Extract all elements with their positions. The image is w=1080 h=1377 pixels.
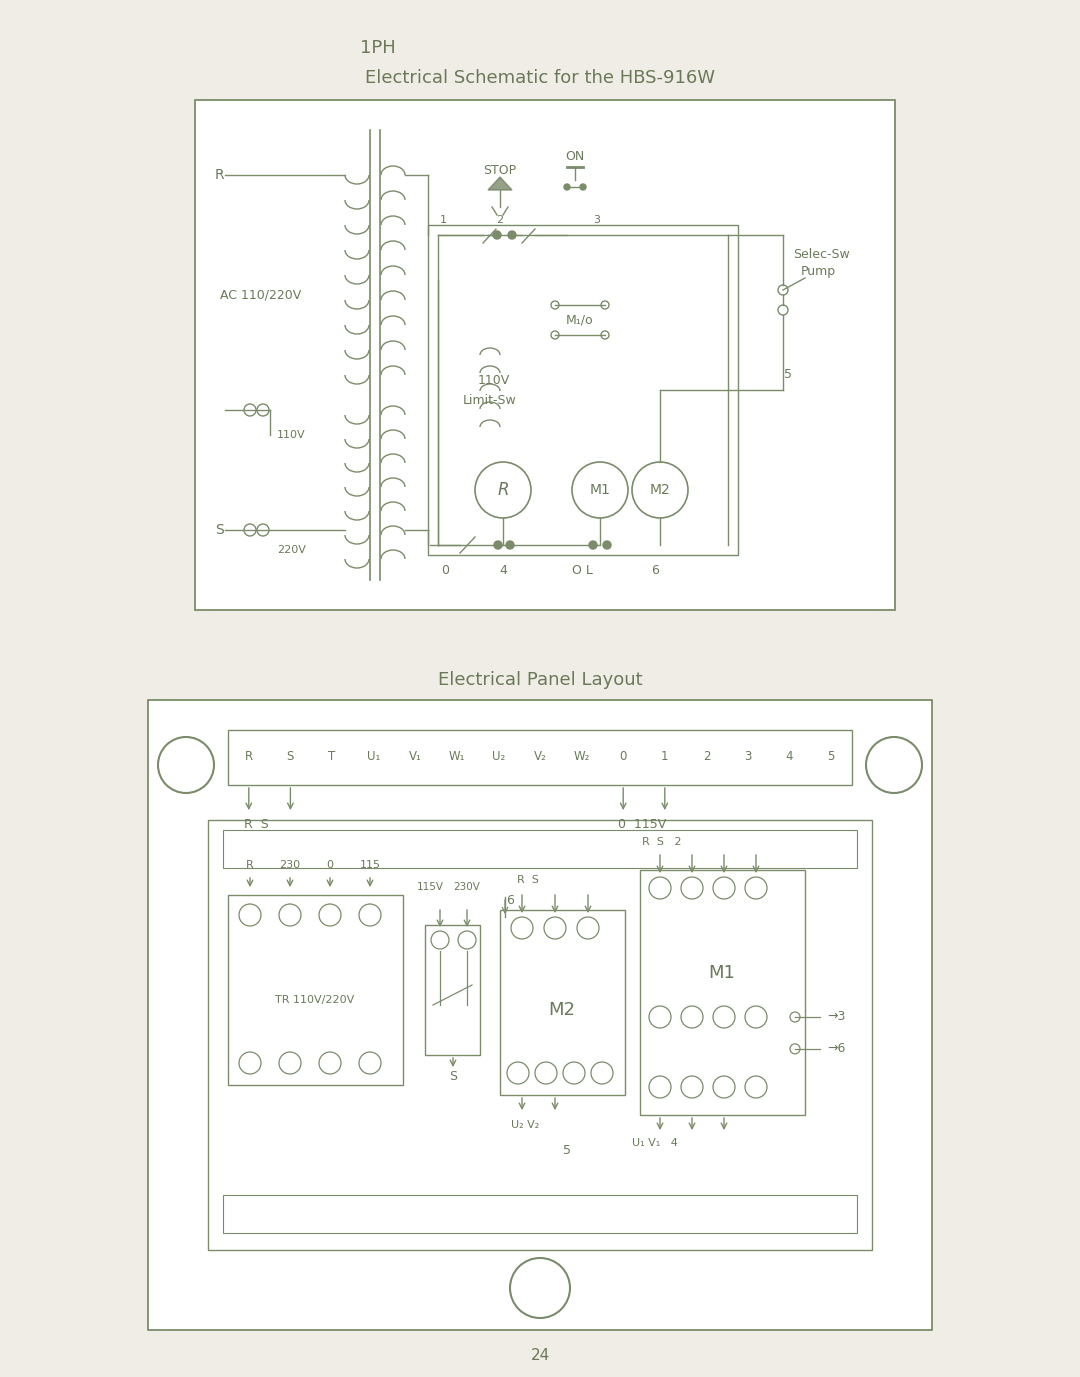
Text: Selec-Sw: Selec-Sw (793, 248, 850, 262)
Bar (228, 730, 852, 785)
Bar (640, 870, 805, 1115)
Text: 0: 0 (620, 750, 626, 763)
Text: 3: 3 (744, 750, 752, 763)
Text: STOP: STOP (484, 164, 516, 176)
Text: 115V: 115V (417, 883, 444, 892)
Text: S: S (449, 1070, 457, 1084)
Circle shape (603, 541, 611, 549)
Bar (228, 895, 403, 1085)
Text: R  S   2: R S 2 (643, 837, 681, 847)
Text: R: R (245, 750, 253, 763)
Text: R: R (497, 481, 509, 498)
Text: 5: 5 (563, 1143, 571, 1157)
Text: 0: 0 (441, 563, 449, 577)
Text: Limit-Sw: Limit-Sw (463, 394, 516, 406)
Text: V₁: V₁ (408, 750, 421, 763)
Circle shape (508, 231, 516, 240)
Text: 24: 24 (530, 1348, 550, 1362)
Text: 2: 2 (703, 750, 711, 763)
Text: R  S: R S (244, 818, 269, 832)
Bar (208, 819, 872, 1250)
Text: 3: 3 (594, 215, 600, 224)
Text: U₂: U₂ (491, 750, 505, 763)
Text: 1: 1 (440, 215, 446, 224)
Text: Electrical Panel Layout: Electrical Panel Layout (437, 671, 643, 688)
Text: O L: O L (571, 563, 593, 577)
Text: 0: 0 (326, 861, 334, 870)
Polygon shape (488, 178, 512, 190)
Text: W₂: W₂ (573, 750, 590, 763)
Text: AC 110/220V: AC 110/220V (220, 289, 301, 302)
Text: 110V: 110V (478, 373, 510, 387)
Circle shape (580, 185, 586, 190)
Text: 5: 5 (827, 750, 835, 763)
Text: S: S (215, 523, 224, 537)
Bar (148, 700, 932, 1330)
Text: Electrical Schematic for the HBS-916W: Electrical Schematic for the HBS-916W (365, 69, 715, 87)
Text: TR 110V/220V: TR 110V/220V (275, 996, 354, 1005)
Text: 4: 4 (499, 563, 507, 577)
Text: M1: M1 (708, 964, 735, 982)
Text: R: R (246, 861, 254, 870)
Text: 1: 1 (661, 750, 669, 763)
Text: →3: →3 (827, 1011, 846, 1023)
Text: 230V: 230V (453, 883, 480, 892)
Text: U₁: U₁ (367, 750, 380, 763)
Text: W₁: W₁ (448, 750, 465, 763)
Text: M2: M2 (650, 483, 671, 497)
Text: U₁ V₁   4: U₁ V₁ 4 (632, 1137, 678, 1148)
Text: Pump: Pump (801, 266, 836, 278)
Text: T: T (328, 750, 336, 763)
Bar (222, 830, 858, 868)
Circle shape (507, 541, 514, 549)
Bar (426, 925, 480, 1055)
Text: 6: 6 (651, 563, 659, 577)
Text: 4: 4 (786, 750, 794, 763)
Circle shape (492, 231, 501, 240)
Text: U₂ V₂: U₂ V₂ (511, 1120, 539, 1131)
Bar (428, 224, 738, 555)
Text: S: S (286, 750, 294, 763)
Text: →6: →6 (827, 1042, 846, 1055)
Text: R  S: R S (517, 874, 539, 885)
Bar (500, 910, 625, 1095)
Circle shape (494, 541, 502, 549)
Text: M1: M1 (590, 483, 610, 497)
Text: V₂: V₂ (534, 750, 546, 763)
Text: 5: 5 (784, 369, 792, 381)
Text: 220V: 220V (276, 545, 306, 555)
Circle shape (564, 185, 570, 190)
Text: M2: M2 (549, 1001, 576, 1019)
Text: 230: 230 (280, 861, 300, 870)
Text: R: R (215, 168, 225, 182)
Bar (222, 1195, 858, 1232)
Bar (195, 101, 895, 610)
Text: M₁/o: M₁/o (566, 314, 594, 326)
Text: 115: 115 (360, 861, 380, 870)
Text: 1PH: 1PH (360, 39, 395, 56)
Text: 6: 6 (507, 894, 514, 906)
Text: 2: 2 (497, 215, 503, 224)
Text: 110V: 110V (276, 430, 306, 441)
Text: 0  115V: 0 115V (618, 818, 666, 832)
Circle shape (589, 541, 597, 549)
Text: ON: ON (565, 150, 584, 164)
